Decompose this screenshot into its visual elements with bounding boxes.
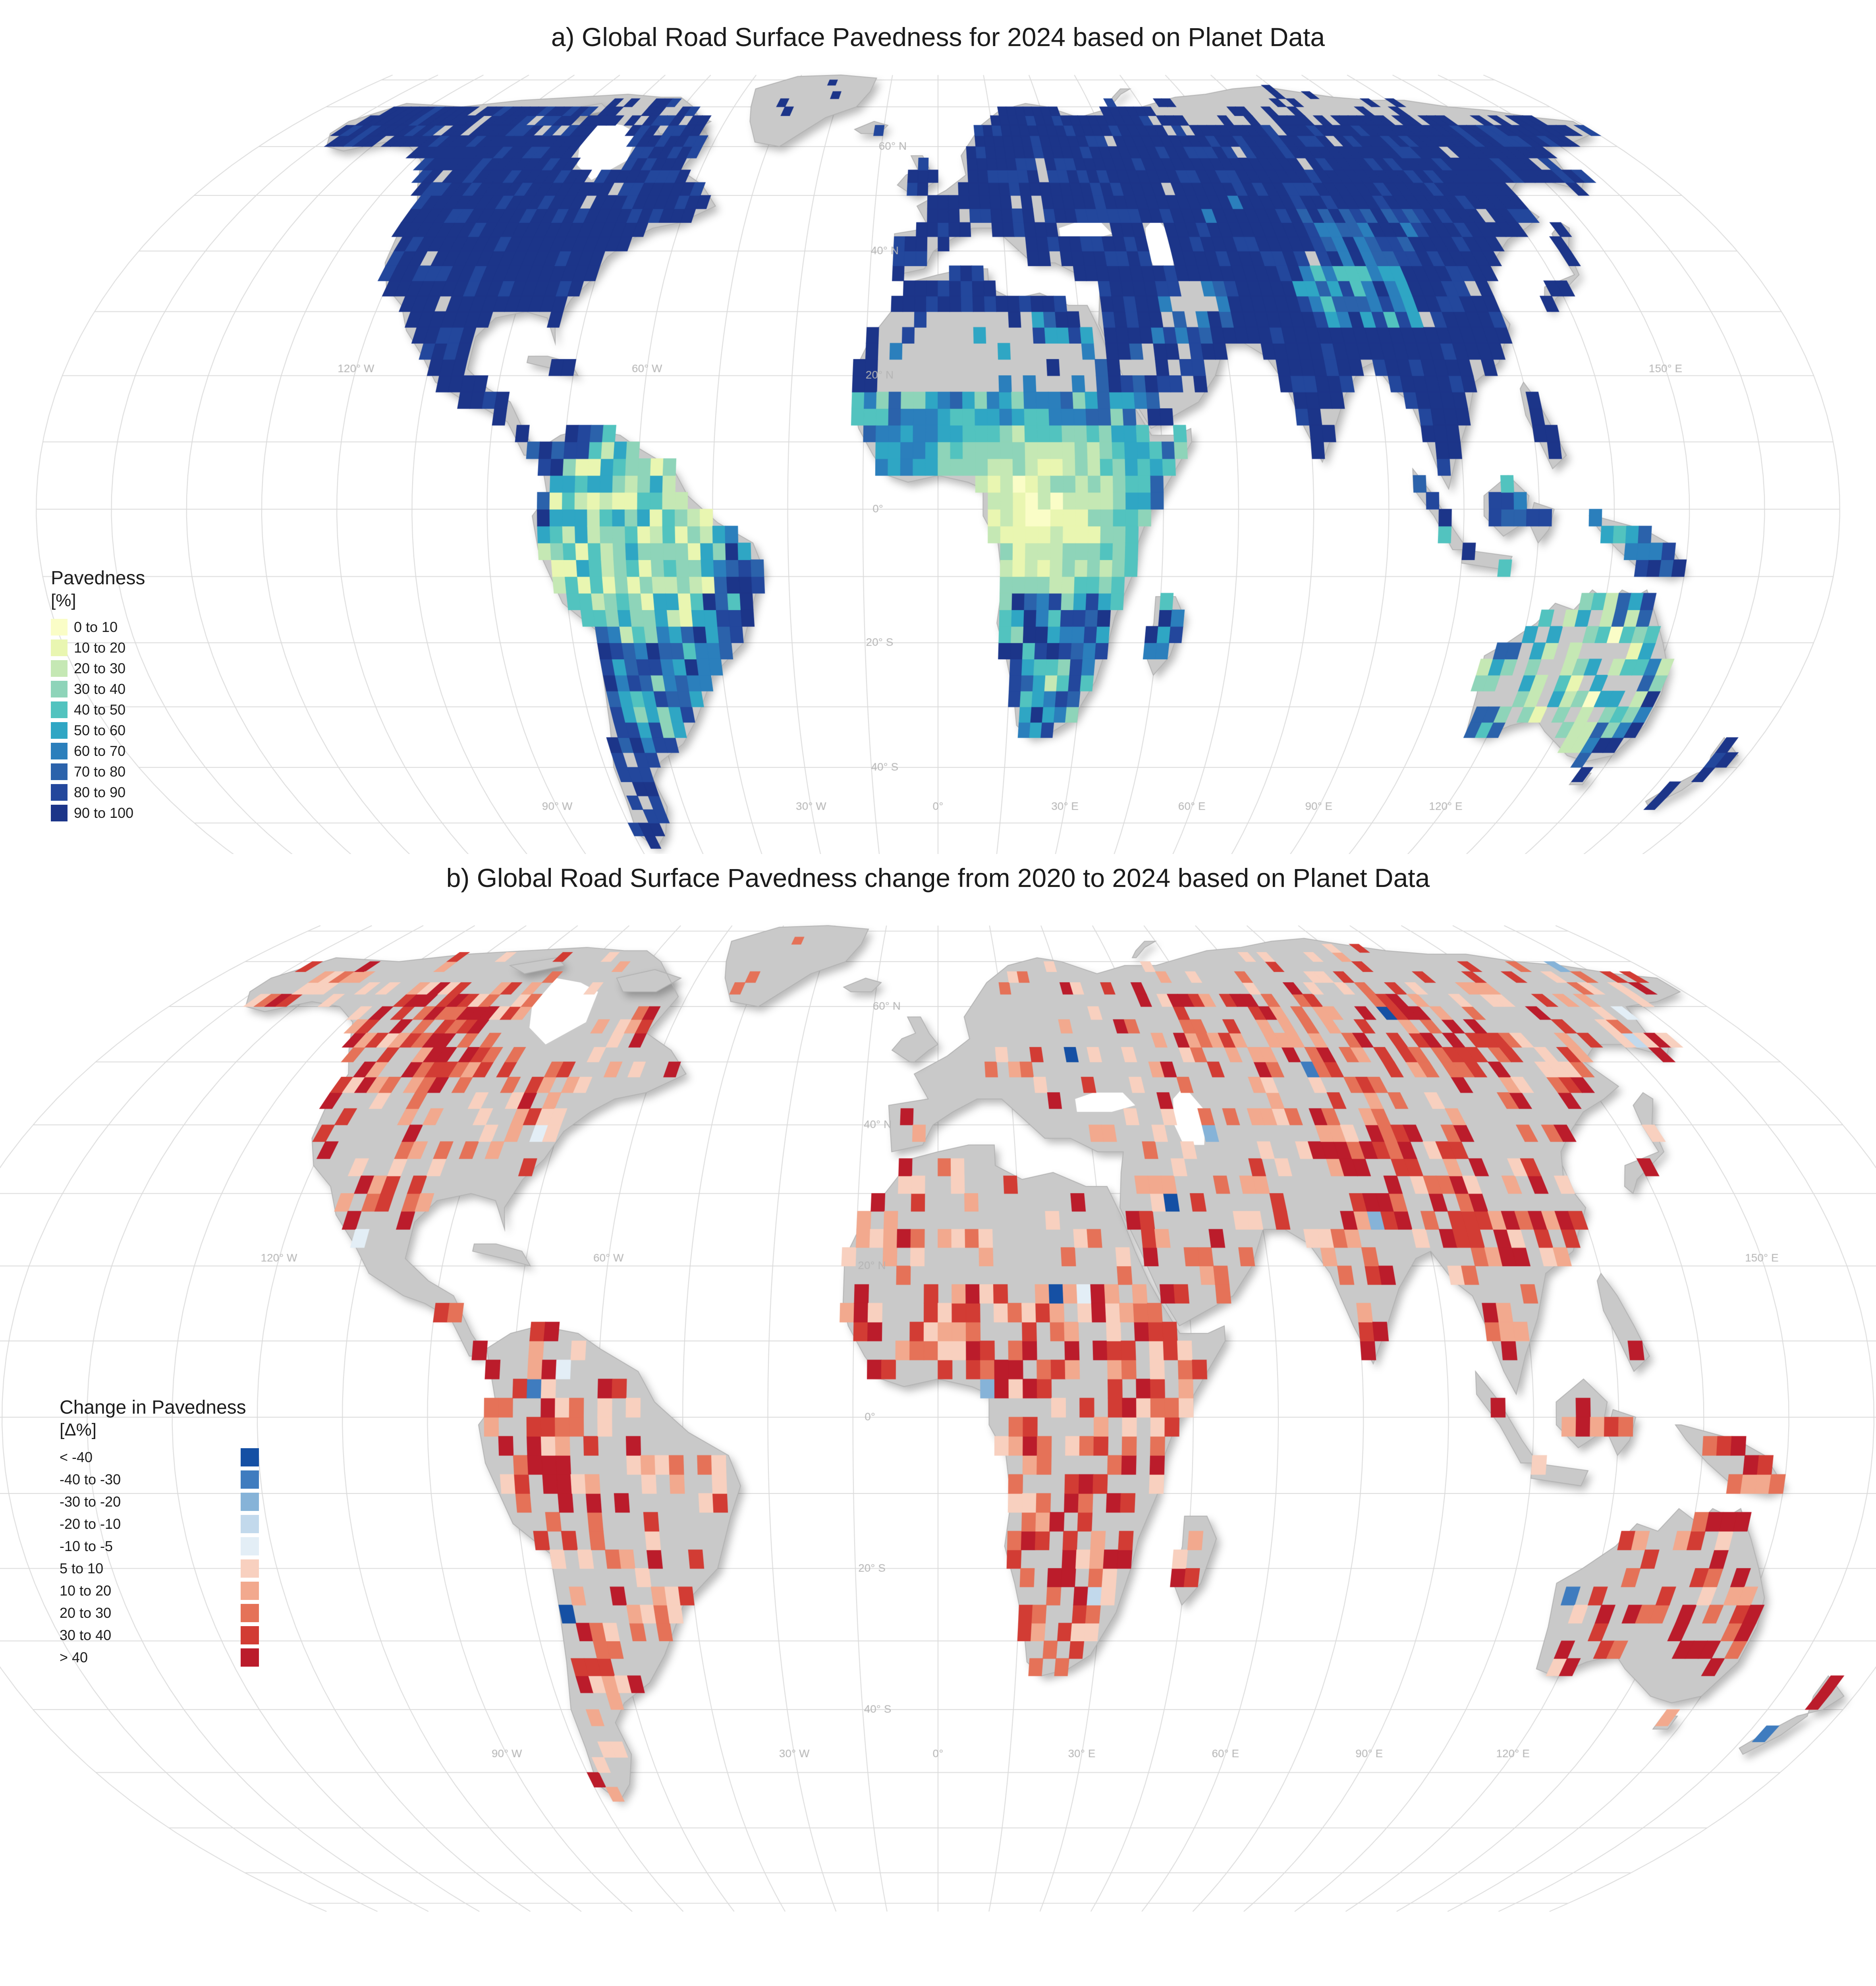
legend-swatch bbox=[241, 1604, 259, 1622]
legend-row: -40 to -30 bbox=[60, 1468, 259, 1491]
legend-class-label: 10 to 20 bbox=[74, 639, 126, 656]
legend-row: > 40 bbox=[60, 1646, 259, 1669]
legend-swatch bbox=[51, 660, 68, 677]
legend-class-label: -20 to -10 bbox=[60, 1516, 121, 1532]
panel-a-title: a) Global Road Surface Pavedness for 202… bbox=[551, 22, 1325, 52]
legend-row: 40 to 50 bbox=[51, 699, 145, 720]
legend-row: 30 to 40 bbox=[60, 1624, 259, 1646]
legend-row: -10 to -5 bbox=[60, 1535, 259, 1557]
legend-class-label: < -40 bbox=[60, 1449, 93, 1465]
legend-swatch bbox=[241, 1493, 259, 1511]
legend-row: < -40 bbox=[60, 1446, 259, 1468]
legend-row: 60 to 70 bbox=[51, 741, 145, 761]
legend-swatch bbox=[241, 1515, 259, 1533]
legend-swatch bbox=[241, 1537, 259, 1555]
legend-swatch bbox=[51, 619, 68, 636]
legend-row: 50 to 60 bbox=[51, 720, 145, 741]
legend-rows: < -40 -40 to -30 -30 to -20 -20 to -10 -10 t… bbox=[60, 1446, 259, 1669]
legend-class-label: 40 to 50 bbox=[74, 701, 126, 718]
legend-swatch bbox=[51, 701, 68, 718]
legend-swatch bbox=[51, 784, 68, 801]
legend-row: 30 to 40 bbox=[51, 679, 145, 699]
legend-swatch bbox=[241, 1470, 259, 1489]
legend-row: 10 to 20 bbox=[51, 638, 145, 658]
legend-class-label: 50 to 60 bbox=[74, 722, 126, 738]
legend-unit: [%] bbox=[51, 591, 76, 610]
legend-class-label: 5 to 10 bbox=[60, 1560, 104, 1576]
legend-class-label: 30 to 40 bbox=[60, 1627, 112, 1643]
legend-title: Change in Pavedness bbox=[60, 1397, 246, 1418]
legend-class-label: 10 to 20 bbox=[60, 1582, 112, 1599]
legend-swatch bbox=[241, 1559, 259, 1578]
legend-row: 80 to 90 bbox=[51, 782, 145, 803]
legend-swatch bbox=[241, 1626, 259, 1644]
legend-class-label: 90 to 100 bbox=[74, 805, 134, 821]
legend-row: 10 to 20 bbox=[60, 1580, 259, 1602]
legend-row: 20 to 30 bbox=[60, 1602, 259, 1624]
legend-swatch bbox=[241, 1448, 259, 1466]
legend-rows: 0 to 10 10 to 20 20 to 30 30 to 40 40 to 50 5… bbox=[51, 617, 145, 823]
legend-class-label: 20 to 30 bbox=[60, 1605, 112, 1621]
legend-swatch bbox=[51, 722, 68, 739]
legend-swatch bbox=[51, 763, 68, 780]
legend-class-label: -10 to -5 bbox=[60, 1538, 113, 1554]
legend-class-label: 0 to 10 bbox=[74, 619, 118, 635]
legend-class-label: 80 to 90 bbox=[74, 784, 126, 800]
legend-row: -30 to -20 bbox=[60, 1491, 259, 1513]
legend-class-label: 70 to 80 bbox=[74, 763, 126, 780]
pavedness-change-map-canvas bbox=[0, 910, 1876, 1958]
legend-row: 20 to 30 bbox=[51, 658, 145, 679]
pavedness-map-canvas bbox=[0, 60, 1876, 854]
legend-row: 90 to 100 bbox=[51, 803, 145, 823]
legend-swatch bbox=[51, 681, 68, 697]
legend-row: 0 to 10 bbox=[51, 617, 145, 638]
legend-row: 70 to 80 bbox=[51, 761, 145, 782]
legend-title: Pavedness bbox=[51, 568, 145, 589]
legend-swatch bbox=[51, 805, 68, 821]
legend-class-label: 60 to 70 bbox=[74, 743, 126, 759]
pavedness-change-legend: Change in Pavedness [Δ%] < -40 -40 to -30… bbox=[60, 1397, 259, 1669]
panel-b-title: b) Global Road Surface Pavedness change … bbox=[446, 863, 1430, 893]
legend-swatch bbox=[51, 743, 68, 759]
legend-class-label: -30 to -20 bbox=[60, 1493, 121, 1510]
legend-class-label: 20 to 30 bbox=[74, 660, 126, 676]
legend-class-label: -40 to -30 bbox=[60, 1471, 121, 1488]
legend-class-label: > 40 bbox=[60, 1649, 88, 1665]
legend-swatch bbox=[51, 639, 68, 656]
legend-row: -20 to -10 bbox=[60, 1513, 259, 1535]
legend-swatch bbox=[241, 1582, 259, 1600]
legend-unit: [Δ%] bbox=[60, 1420, 97, 1439]
pavedness-legend: Pavedness [%] 0 to 10 10 to 20 20 to 30 30 … bbox=[51, 567, 145, 823]
legend-row: 5 to 10 bbox=[60, 1557, 259, 1580]
legend-swatch bbox=[241, 1648, 259, 1667]
legend-class-label: 30 to 40 bbox=[74, 681, 126, 697]
